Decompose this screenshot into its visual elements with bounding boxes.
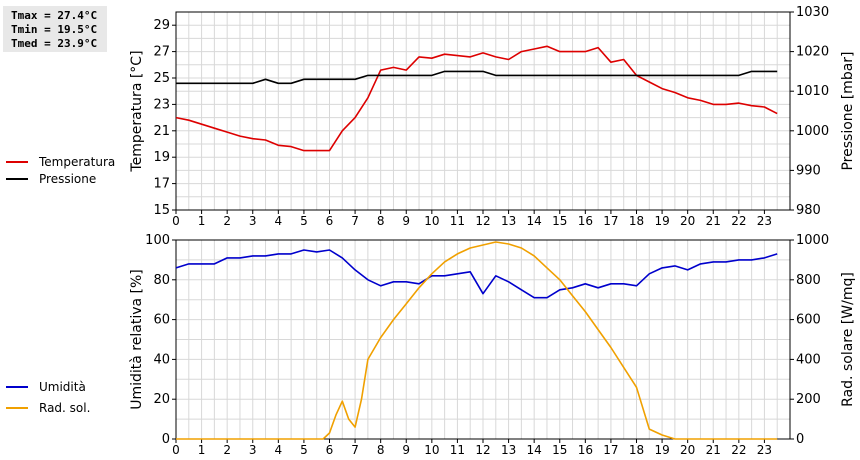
x-tick-label: 22	[731, 443, 746, 457]
y-right-tick-label: 1000	[796, 233, 829, 248]
x-tick-label: 1	[198, 214, 206, 228]
y-tick-label: 25	[153, 71, 170, 86]
x-tick-label: 13	[501, 443, 516, 457]
legend-label: Temperatura	[38, 155, 115, 169]
y-tick-label: 20	[153, 392, 170, 407]
y-axis-label: Temperatura [°C]	[129, 50, 145, 172]
x-tick-label: 17	[603, 443, 618, 457]
x-tick-label: 10	[424, 214, 439, 228]
x-tick-label: 5	[300, 443, 308, 457]
x-tick-label: 21	[706, 443, 721, 457]
x-tick-label: 14	[527, 214, 542, 228]
tmin-label: Tmin = 19.5°C	[11, 23, 98, 36]
y-right-tick-label: 980	[796, 203, 821, 218]
tmax-label: Tmax = 27.4°C	[11, 9, 98, 22]
y-tick-label: 27	[153, 45, 170, 60]
y-right-tick-label: 600	[796, 313, 821, 328]
y-right-axis-label: Rad. solare [W/mq]	[840, 272, 856, 407]
x-tick-label: 20	[680, 214, 695, 228]
x-tick-label: 8	[377, 214, 385, 228]
x-tick-label: 7	[351, 443, 359, 457]
series-line-temperatura	[175, 45, 778, 152]
x-tick-label: 8	[377, 443, 385, 457]
x-tick-label: 0	[172, 214, 180, 228]
x-tick-label: 18	[629, 214, 644, 228]
x-tick-label: 9	[402, 443, 410, 457]
x-tick-label: 16	[578, 214, 593, 228]
x-tick-label: 4	[275, 214, 283, 228]
y-tick-label: 19	[153, 150, 170, 165]
series-line-rad-sol-	[176, 241, 778, 440]
x-tick-label: 17	[603, 214, 618, 228]
x-tick-label: 19	[654, 214, 669, 228]
x-tick-label: 18	[629, 443, 644, 457]
y-tick-label: 29	[153, 18, 170, 33]
x-tick-label: 6	[326, 443, 334, 457]
x-tick-label: 19	[654, 443, 669, 457]
x-tick-label: 0	[172, 443, 180, 457]
x-tick-label: 3	[249, 443, 257, 457]
y-tick-label: 21	[153, 124, 170, 139]
x-tick-label: 15	[552, 214, 567, 228]
x-tick-label: 15	[552, 443, 567, 457]
y-tick-label: 15	[153, 203, 170, 218]
x-tick-label: 2	[223, 214, 231, 228]
x-tick-label: 5	[300, 214, 308, 228]
x-tick-label: 22	[731, 214, 746, 228]
legend-label: Rad. sol.	[39, 401, 90, 415]
x-tick-label: 1	[198, 443, 206, 457]
x-tick-label: 14	[527, 443, 542, 457]
x-tick-label: 3	[249, 214, 257, 228]
y-right-tick-label: 990	[796, 163, 821, 178]
x-tick-label: 13	[501, 214, 516, 228]
y-right-axis-label: Pressione [mbar]	[840, 51, 856, 170]
x-tick-label: 2	[223, 443, 231, 457]
y-right-tick-label: 1020	[796, 45, 829, 60]
y-tick-label: 0	[162, 432, 170, 447]
y-right-tick-label: 1000	[796, 124, 829, 139]
x-tick-label: 11	[450, 214, 465, 228]
legend-label: Umidità	[39, 380, 86, 394]
x-tick-label: 23	[757, 443, 772, 457]
y-tick-label: 40	[153, 352, 170, 367]
x-tick-label: 12	[475, 214, 490, 228]
tmed-label: Tmed = 23.9°C	[11, 37, 98, 50]
x-tick-label: 10	[424, 443, 439, 457]
series-line-pressione	[176, 70, 778, 85]
y-tick-label: 80	[153, 273, 170, 288]
y-tick-label: 100	[145, 233, 170, 248]
x-tick-label: 23	[757, 214, 772, 228]
x-tick-label: 21	[706, 214, 721, 228]
x-tick-label: 16	[578, 443, 593, 457]
x-tick-label: 11	[450, 443, 465, 457]
series-line-umidit-	[175, 249, 778, 299]
x-tick-label: 6	[326, 214, 334, 228]
y-right-tick-label: 400	[796, 352, 821, 367]
y-right-tick-label: 0	[796, 432, 804, 447]
y-right-tick-label: 800	[796, 273, 821, 288]
x-tick-label: 4	[275, 443, 283, 457]
y-right-tick-label: 1010	[796, 84, 829, 99]
x-tick-label: 9	[402, 214, 410, 228]
y-right-tick-label: 200	[796, 392, 821, 407]
y-axis-label: Umidità relativa [%]	[129, 269, 145, 410]
y-tick-label: 60	[153, 313, 170, 328]
stats-box: Tmax = 27.4°C Tmin = 19.5°C Tmed = 23.9°…	[3, 6, 107, 52]
x-tick-label: 12	[475, 443, 490, 457]
legend-label: Pressione	[39, 172, 96, 186]
x-tick-label: 7	[351, 214, 359, 228]
y-tick-label: 17	[153, 177, 170, 192]
y-tick-label: 23	[153, 97, 170, 112]
y-right-tick-label: 1030	[796, 5, 829, 20]
x-tick-label: 20	[680, 443, 695, 457]
